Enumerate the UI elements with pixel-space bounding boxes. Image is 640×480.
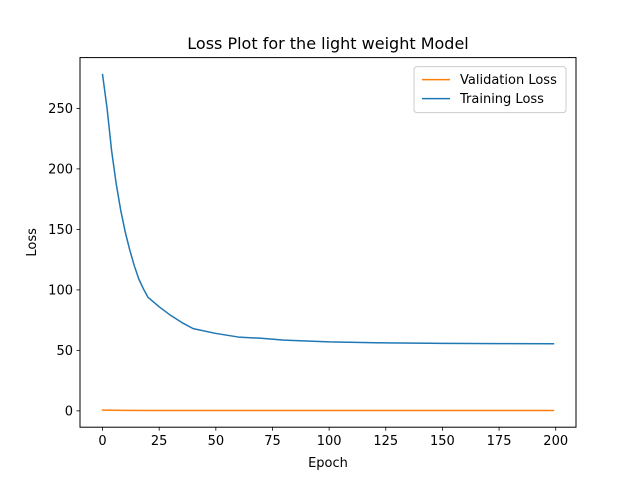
- x-tick-label: 25: [151, 434, 168, 449]
- y-tick-label: 150: [48, 223, 73, 238]
- x-tick-label: 200: [543, 434, 568, 449]
- y-tick-label: 200: [48, 162, 73, 177]
- x-tick-label: 75: [264, 434, 281, 449]
- y-tick-label: 100: [48, 283, 73, 298]
- plot-area: [101, 73, 555, 412]
- y-tick-label: 0: [65, 404, 73, 419]
- legend-box: [413, 66, 567, 114]
- legend: Validation Loss Training Loss: [413, 66, 567, 114]
- axes-frame: [79, 57, 577, 428]
- x-tick-label: 50: [208, 434, 225, 449]
- y-axis-label: Loss: [25, 228, 40, 257]
- x-axis-label: Epoch: [308, 456, 348, 471]
- legend-label: Training Loss: [459, 92, 544, 107]
- axis-ticks: 0 25 50 75 100 125 150 175 200 0 50 100 150 200 250: [48, 102, 568, 449]
- x-tick-label: 175: [487, 434, 512, 449]
- y-tick-label: 250: [48, 102, 73, 117]
- chart-title: Loss Plot for the light weight Model: [187, 34, 468, 53]
- x-tick-label: 125: [373, 434, 398, 449]
- y-tick-label: 50: [56, 344, 73, 359]
- legend-label: Validation Loss: [460, 73, 557, 88]
- series-line-training-loss: [101, 73, 555, 345]
- x-tick-label: 100: [317, 434, 342, 449]
- x-tick-label: 0: [98, 434, 106, 449]
- x-tick-label: 150: [430, 434, 455, 449]
